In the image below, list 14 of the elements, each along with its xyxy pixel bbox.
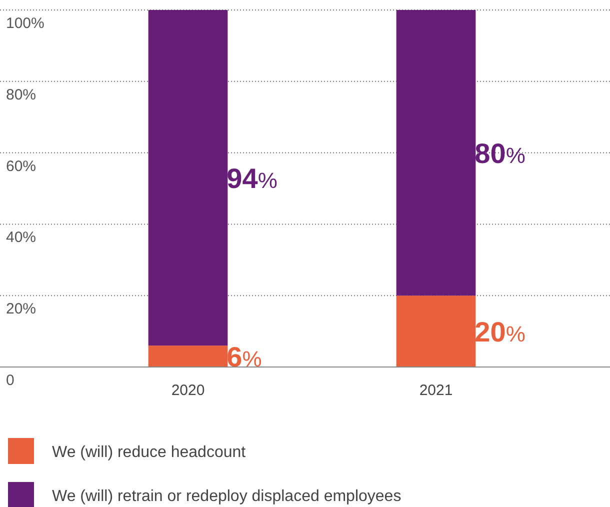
y-tick-label: 100% <box>6 15 44 32</box>
y-tick-label: 80% <box>6 86 36 104</box>
y-tick-label: 60% <box>6 158 36 175</box>
data-label: 6% <box>226 341 262 372</box>
x-tick-label: 2021 <box>419 382 453 399</box>
legend-label: We (will) retrain or redeploy displaced employees <box>52 488 402 505</box>
data-label: 94% <box>226 162 278 194</box>
y-tick-label: 20% <box>6 300 36 318</box>
legend-label: We (will) reduce headcount <box>52 444 246 461</box>
y-tick-label: 0 <box>6 372 14 389</box>
data-label: 80% <box>474 138 526 169</box>
x-tick-label: 2020 <box>171 382 205 399</box>
data-label: 20% <box>474 316 526 348</box>
y-tick-label: 40% <box>6 229 36 246</box>
